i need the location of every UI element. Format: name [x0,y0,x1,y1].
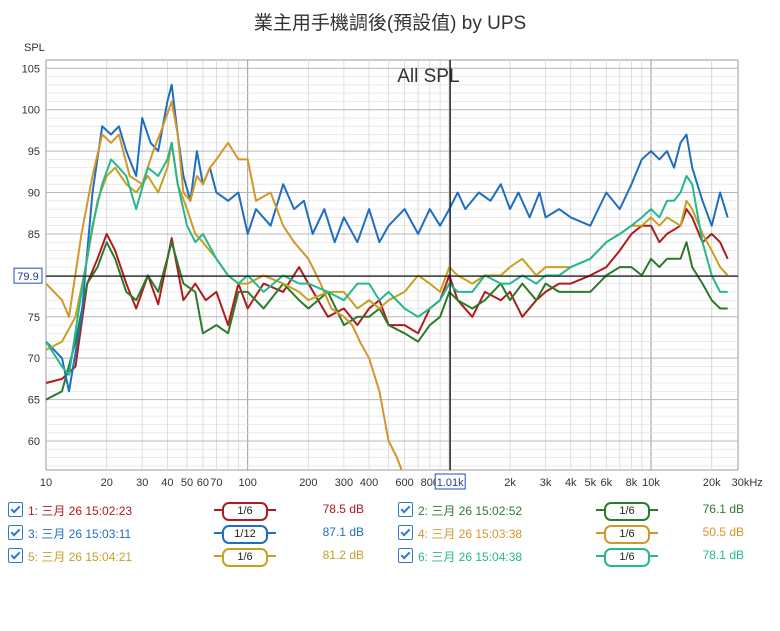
x-tick-label: 6k [600,477,612,489]
checkbox-series-3[interactable] [8,525,23,540]
x-tick-label: 5k [584,477,596,489]
x-tick-label: 70 [210,477,222,489]
plot-label: All SPL [397,66,459,87]
y-tick-label: 65 [28,395,40,407]
x-tick-label: 30kHz [732,477,763,489]
smoothing-badge-3[interactable]: 1/12 [222,525,268,544]
smoothing-badge-4[interactable]: 1/6 [604,525,650,544]
series-line-4 [45,100,403,471]
cursor-y-box [13,267,43,284]
y-tick-label: 70 [28,353,40,365]
x-tick-label: 20k [703,477,721,489]
chart-title: 業主用手機調後(預設值) by UPS [254,12,526,34]
plot-area [45,59,739,471]
x-tick-label: 4k [565,477,577,489]
x-tick-label: 200 [299,477,317,489]
x-tick-label: 100 [238,477,256,489]
y-tick-label: 85 [28,229,40,241]
x-tick-label: 300 [335,477,353,489]
cursor-x-label: 1.01k [437,477,464,489]
smoothing-badge-5[interactable]: 1/6 [222,548,268,567]
checkbox-series-2[interactable] [398,502,413,517]
y-tick-label: 105 [22,63,40,75]
x-tick-label: 600 [395,477,413,489]
smoothing-badge-2[interactable]: 1/6 [604,502,650,521]
x-tick-label: 3k [540,477,552,489]
series-line-2 [45,241,728,401]
y-axis-label: SPL [24,42,45,54]
y-tick-label: 100 [22,105,40,117]
x-tick-label: 8k [626,477,638,489]
cursor-y-label: 79.9 [17,271,38,283]
x-tick-label: 800 [421,477,439,489]
checkbox-series-5[interactable] [8,548,23,563]
x-tick-label: 60 [197,477,209,489]
x-tick-label: 10k [642,477,660,489]
y-tick-label: 95 [28,146,40,158]
x-tick-label: 30 [136,477,148,489]
y-tick-label: 60 [28,436,40,448]
y-tick-label: 90 [28,188,40,200]
smoothing-badge-6[interactable]: 1/6 [604,548,650,567]
checkbox-series-4[interactable] [398,525,413,540]
smoothing-badge-1[interactable]: 1/6 [222,502,268,521]
x-tick-label: 10 [40,477,52,489]
y-tick-label: 75 [28,312,40,324]
series-line-6 [45,141,728,376]
series-line-3 [45,83,729,393]
x-tick-label: 50 [181,477,193,489]
checkbox-series-6[interactable] [398,548,413,563]
series-line-1 [45,208,729,384]
x-tick-label: 20 [101,477,113,489]
x-tick-label: 2k [504,477,516,489]
checkbox-series-1[interactable] [8,502,23,517]
x-tick-label: 40 [161,477,173,489]
cursor-x-box [434,473,466,490]
series-line-5 [45,141,729,351]
x-tick-label: 400 [360,477,378,489]
